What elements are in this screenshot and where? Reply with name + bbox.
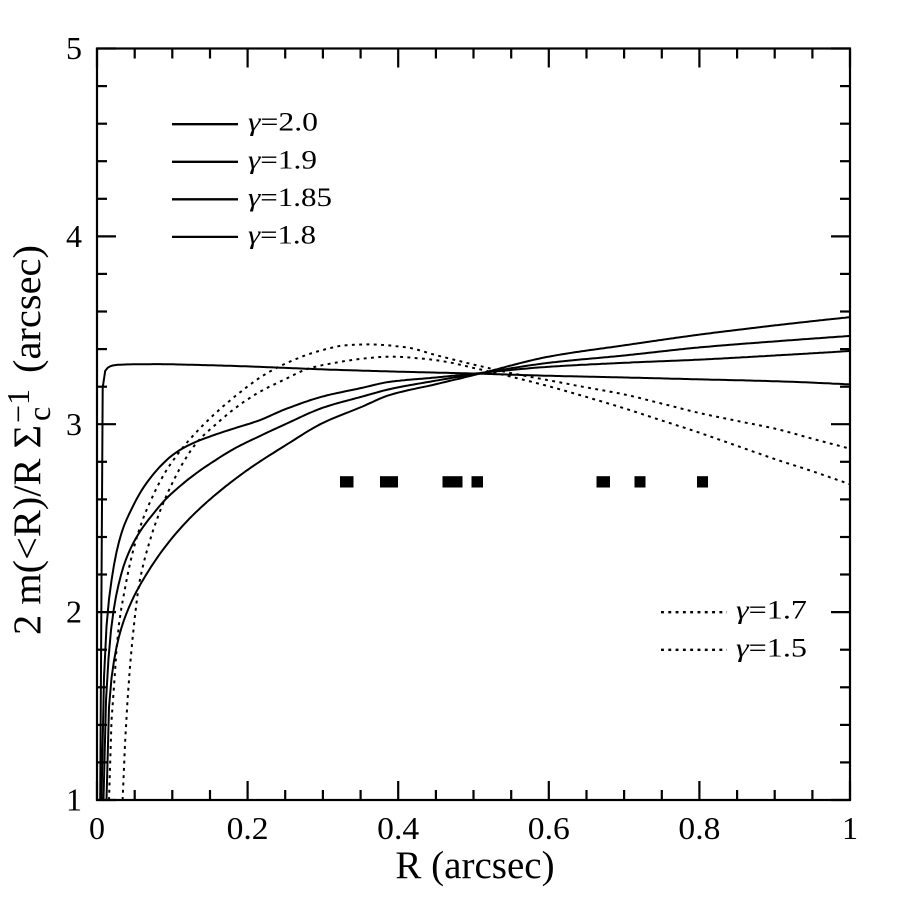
svg-text:0.2: 0.2 [227, 810, 269, 846]
svg-text:0.4: 0.4 [377, 810, 419, 846]
svg-text:γ=1.7: γ=1.7 [736, 596, 807, 625]
svg-text:0.6: 0.6 [528, 810, 570, 846]
svg-text:1: 1 [842, 810, 858, 846]
svg-text:0: 0 [89, 810, 105, 846]
svg-text:c: c [21, 407, 57, 421]
svg-text:−1: −1 [0, 389, 36, 423]
svg-text:5: 5 [66, 30, 82, 66]
svg-text:1: 1 [66, 781, 82, 817]
svg-text:γ=1.8: γ=1.8 [248, 220, 316, 249]
svg-text:γ=1.5: γ=1.5 [736, 633, 807, 662]
svg-text:γ=1.85: γ=1.85 [248, 183, 332, 212]
svg-text:0.8: 0.8 [678, 810, 720, 846]
svg-text:R (arcsec): R (arcsec) [395, 844, 554, 887]
svg-text:2: 2 [66, 594, 82, 630]
svg-text:γ=2.0: γ=2.0 [248, 108, 318, 137]
svg-text:2 m(<R)/R Σ: 2 m(<R)/R Σ [6, 425, 49, 635]
svg-text:(arcsec): (arcsec) [6, 245, 49, 373]
svg-text:γ=1.9: γ=1.9 [248, 145, 317, 174]
svg-text:4: 4 [66, 218, 82, 254]
svg-text:3: 3 [66, 406, 82, 442]
